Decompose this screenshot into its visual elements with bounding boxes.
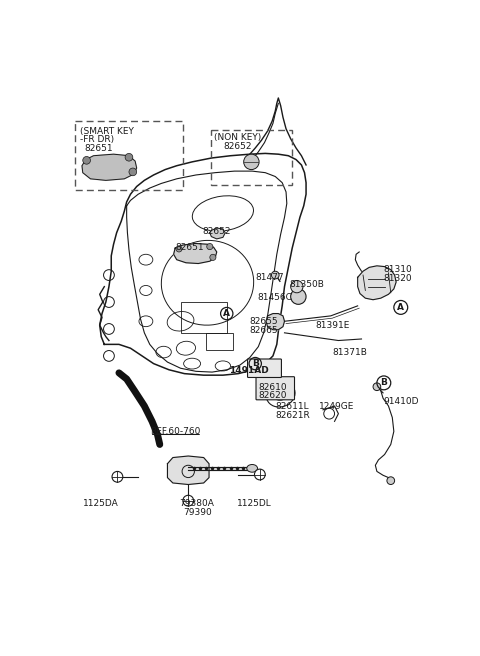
Text: 82620: 82620 — [258, 392, 287, 400]
Polygon shape — [174, 243, 217, 264]
Polygon shape — [210, 228, 225, 239]
Text: 91410D: 91410D — [383, 397, 419, 405]
Text: 81320: 81320 — [383, 274, 412, 283]
Bar — [211, 129, 292, 185]
Circle shape — [373, 383, 381, 390]
Text: 1491AD: 1491AD — [229, 366, 269, 375]
Text: (NON KEY): (NON KEY) — [214, 133, 261, 142]
Polygon shape — [82, 154, 137, 180]
Text: B: B — [380, 379, 387, 388]
Circle shape — [112, 472, 123, 482]
Circle shape — [129, 168, 137, 176]
Text: 82621R: 82621R — [275, 411, 310, 420]
Text: A: A — [223, 309, 230, 318]
Circle shape — [83, 157, 90, 164]
Text: 79390: 79390 — [183, 508, 212, 517]
Text: 82655: 82655 — [249, 318, 278, 327]
FancyBboxPatch shape — [248, 359, 281, 377]
Bar — [75, 121, 183, 190]
Text: 82651: 82651 — [84, 144, 113, 153]
Circle shape — [387, 477, 395, 485]
Text: 81350B: 81350B — [289, 279, 324, 289]
Text: 81371B: 81371B — [332, 348, 367, 358]
Text: 82665: 82665 — [249, 326, 278, 335]
Bar — [180, 302, 227, 333]
FancyBboxPatch shape — [256, 377, 295, 400]
Text: 82611L: 82611L — [275, 402, 309, 411]
Text: 82652: 82652 — [223, 142, 252, 151]
Circle shape — [176, 246, 182, 252]
Text: 79380A: 79380A — [179, 499, 214, 508]
Text: 1249GE: 1249GE — [319, 402, 355, 411]
Text: 1125DA: 1125DA — [83, 499, 119, 508]
Polygon shape — [358, 266, 396, 300]
Text: (SMART KEY: (SMART KEY — [81, 127, 134, 136]
Text: 81391E: 81391E — [315, 321, 349, 330]
Circle shape — [125, 154, 133, 161]
Circle shape — [291, 281, 303, 293]
Circle shape — [291, 289, 306, 304]
Text: REF.60-760: REF.60-760 — [150, 427, 200, 436]
Text: 81456C: 81456C — [258, 293, 292, 302]
Circle shape — [183, 495, 193, 506]
Text: 82651: 82651 — [175, 243, 204, 252]
Circle shape — [271, 271, 279, 279]
Circle shape — [207, 243, 213, 250]
Polygon shape — [168, 456, 209, 485]
Polygon shape — [266, 314, 285, 330]
Text: A: A — [397, 303, 404, 312]
Circle shape — [244, 154, 259, 170]
Text: 82652: 82652 — [202, 228, 230, 236]
Text: 1125DL: 1125DL — [237, 499, 272, 508]
Text: 81477: 81477 — [255, 273, 284, 282]
Circle shape — [210, 255, 216, 260]
Text: 82610: 82610 — [258, 383, 287, 392]
Text: -FR DR): -FR DR) — [81, 135, 115, 144]
Text: 81310: 81310 — [383, 265, 412, 274]
Circle shape — [254, 469, 265, 480]
Ellipse shape — [247, 464, 258, 472]
Bar — [206, 333, 233, 350]
Text: B: B — [252, 359, 259, 368]
